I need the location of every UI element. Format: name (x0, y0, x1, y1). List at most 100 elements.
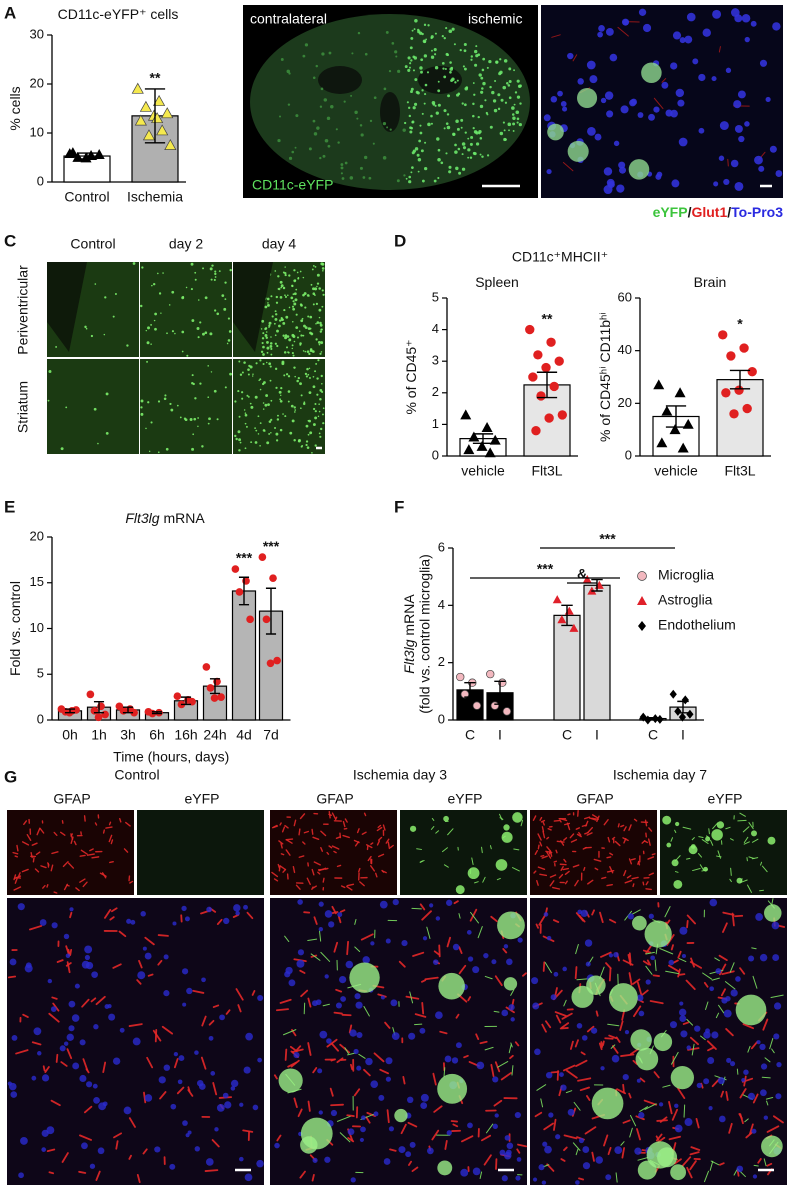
cell (264, 334, 268, 337)
cell (462, 146, 467, 150)
data-point (246, 615, 254, 624)
cell (396, 179, 400, 183)
fiber (336, 864, 342, 868)
fiber (67, 862, 75, 869)
fiber (720, 1090, 724, 1098)
fiber (443, 1067, 446, 1077)
fiber (677, 950, 682, 959)
data-point (456, 672, 465, 682)
cell (773, 1033, 780, 1040)
cell (752, 1174, 758, 1179)
fiber (379, 1068, 389, 1075)
data-point (651, 714, 659, 724)
fiber (609, 918, 617, 924)
fiber (108, 821, 112, 826)
fiber (373, 1052, 385, 1063)
cell (204, 331, 208, 335)
cell (312, 287, 315, 291)
cell (414, 147, 419, 151)
cell (692, 58, 699, 65)
fiber (621, 1147, 626, 1159)
fiber (536, 1084, 547, 1091)
fiber (479, 1171, 483, 1179)
fiber (595, 1010, 599, 1017)
cell (504, 1135, 511, 1141)
fiber (35, 851, 41, 856)
cell (470, 135, 474, 139)
fiber (566, 1069, 578, 1079)
cell (577, 78, 584, 85)
cell (208, 417, 211, 421)
cell (494, 79, 497, 82)
cell (444, 67, 447, 70)
cell (170, 408, 174, 412)
y-tick-label: 3 (432, 353, 439, 368)
error-bar (151, 711, 163, 715)
cell (190, 288, 193, 291)
cell (181, 905, 187, 912)
panel-letter: D (394, 231, 406, 250)
panel-letter: G (4, 767, 17, 786)
fiber (517, 1143, 528, 1148)
cell (299, 270, 302, 273)
cell (703, 1078, 710, 1085)
fiber (633, 818, 638, 822)
cell (292, 300, 295, 303)
cell (684, 35, 693, 44)
fiber (317, 871, 321, 875)
fiber (386, 1109, 390, 1124)
cell (293, 406, 296, 409)
cell (98, 1102, 107, 1111)
cell (196, 327, 200, 331)
cell (293, 340, 296, 343)
chart-title: Brain (694, 274, 727, 290)
cell (385, 1076, 392, 1082)
fiber (432, 1072, 437, 1086)
cell (269, 342, 273, 345)
fiber (48, 1012, 60, 1023)
cell (324, 1156, 331, 1163)
data-point (463, 444, 475, 455)
fiber (51, 996, 58, 1000)
cell (140, 412, 144, 416)
cell (546, 935, 552, 941)
cell (562, 966, 567, 972)
cell (517, 937, 523, 943)
data-point (94, 713, 103, 722)
data-point (131, 82, 144, 94)
cell (456, 79, 459, 82)
cell (657, 1147, 678, 1168)
cell (317, 341, 321, 344)
data-point (682, 418, 694, 429)
cell (422, 936, 428, 941)
fiber (282, 868, 287, 873)
fiber (662, 1084, 671, 1088)
cell (319, 397, 322, 401)
cell (499, 58, 502, 61)
cell (503, 944, 509, 949)
cell (424, 83, 428, 87)
cell (257, 433, 260, 435)
cell (580, 909, 588, 918)
cell (437, 176, 440, 180)
fiber (430, 826, 435, 830)
cell (600, 97, 607, 104)
cell (730, 989, 738, 997)
y-axis-label: % of CD45ʰⁱ CD11bʰⁱ (597, 312, 613, 442)
cell (202, 267, 205, 270)
cell (308, 376, 311, 379)
fiber (52, 1002, 60, 1012)
cell (256, 1159, 264, 1168)
fiber (686, 1166, 693, 1179)
cell (467, 156, 470, 159)
cell (624, 1030, 630, 1035)
fiber (681, 1156, 692, 1167)
cell (585, 961, 591, 967)
cell (590, 1027, 598, 1034)
fiber (748, 856, 755, 860)
fiber (119, 817, 122, 823)
data-point (258, 553, 267, 561)
cell (163, 1064, 171, 1071)
cell (277, 288, 279, 290)
cell (315, 322, 317, 325)
